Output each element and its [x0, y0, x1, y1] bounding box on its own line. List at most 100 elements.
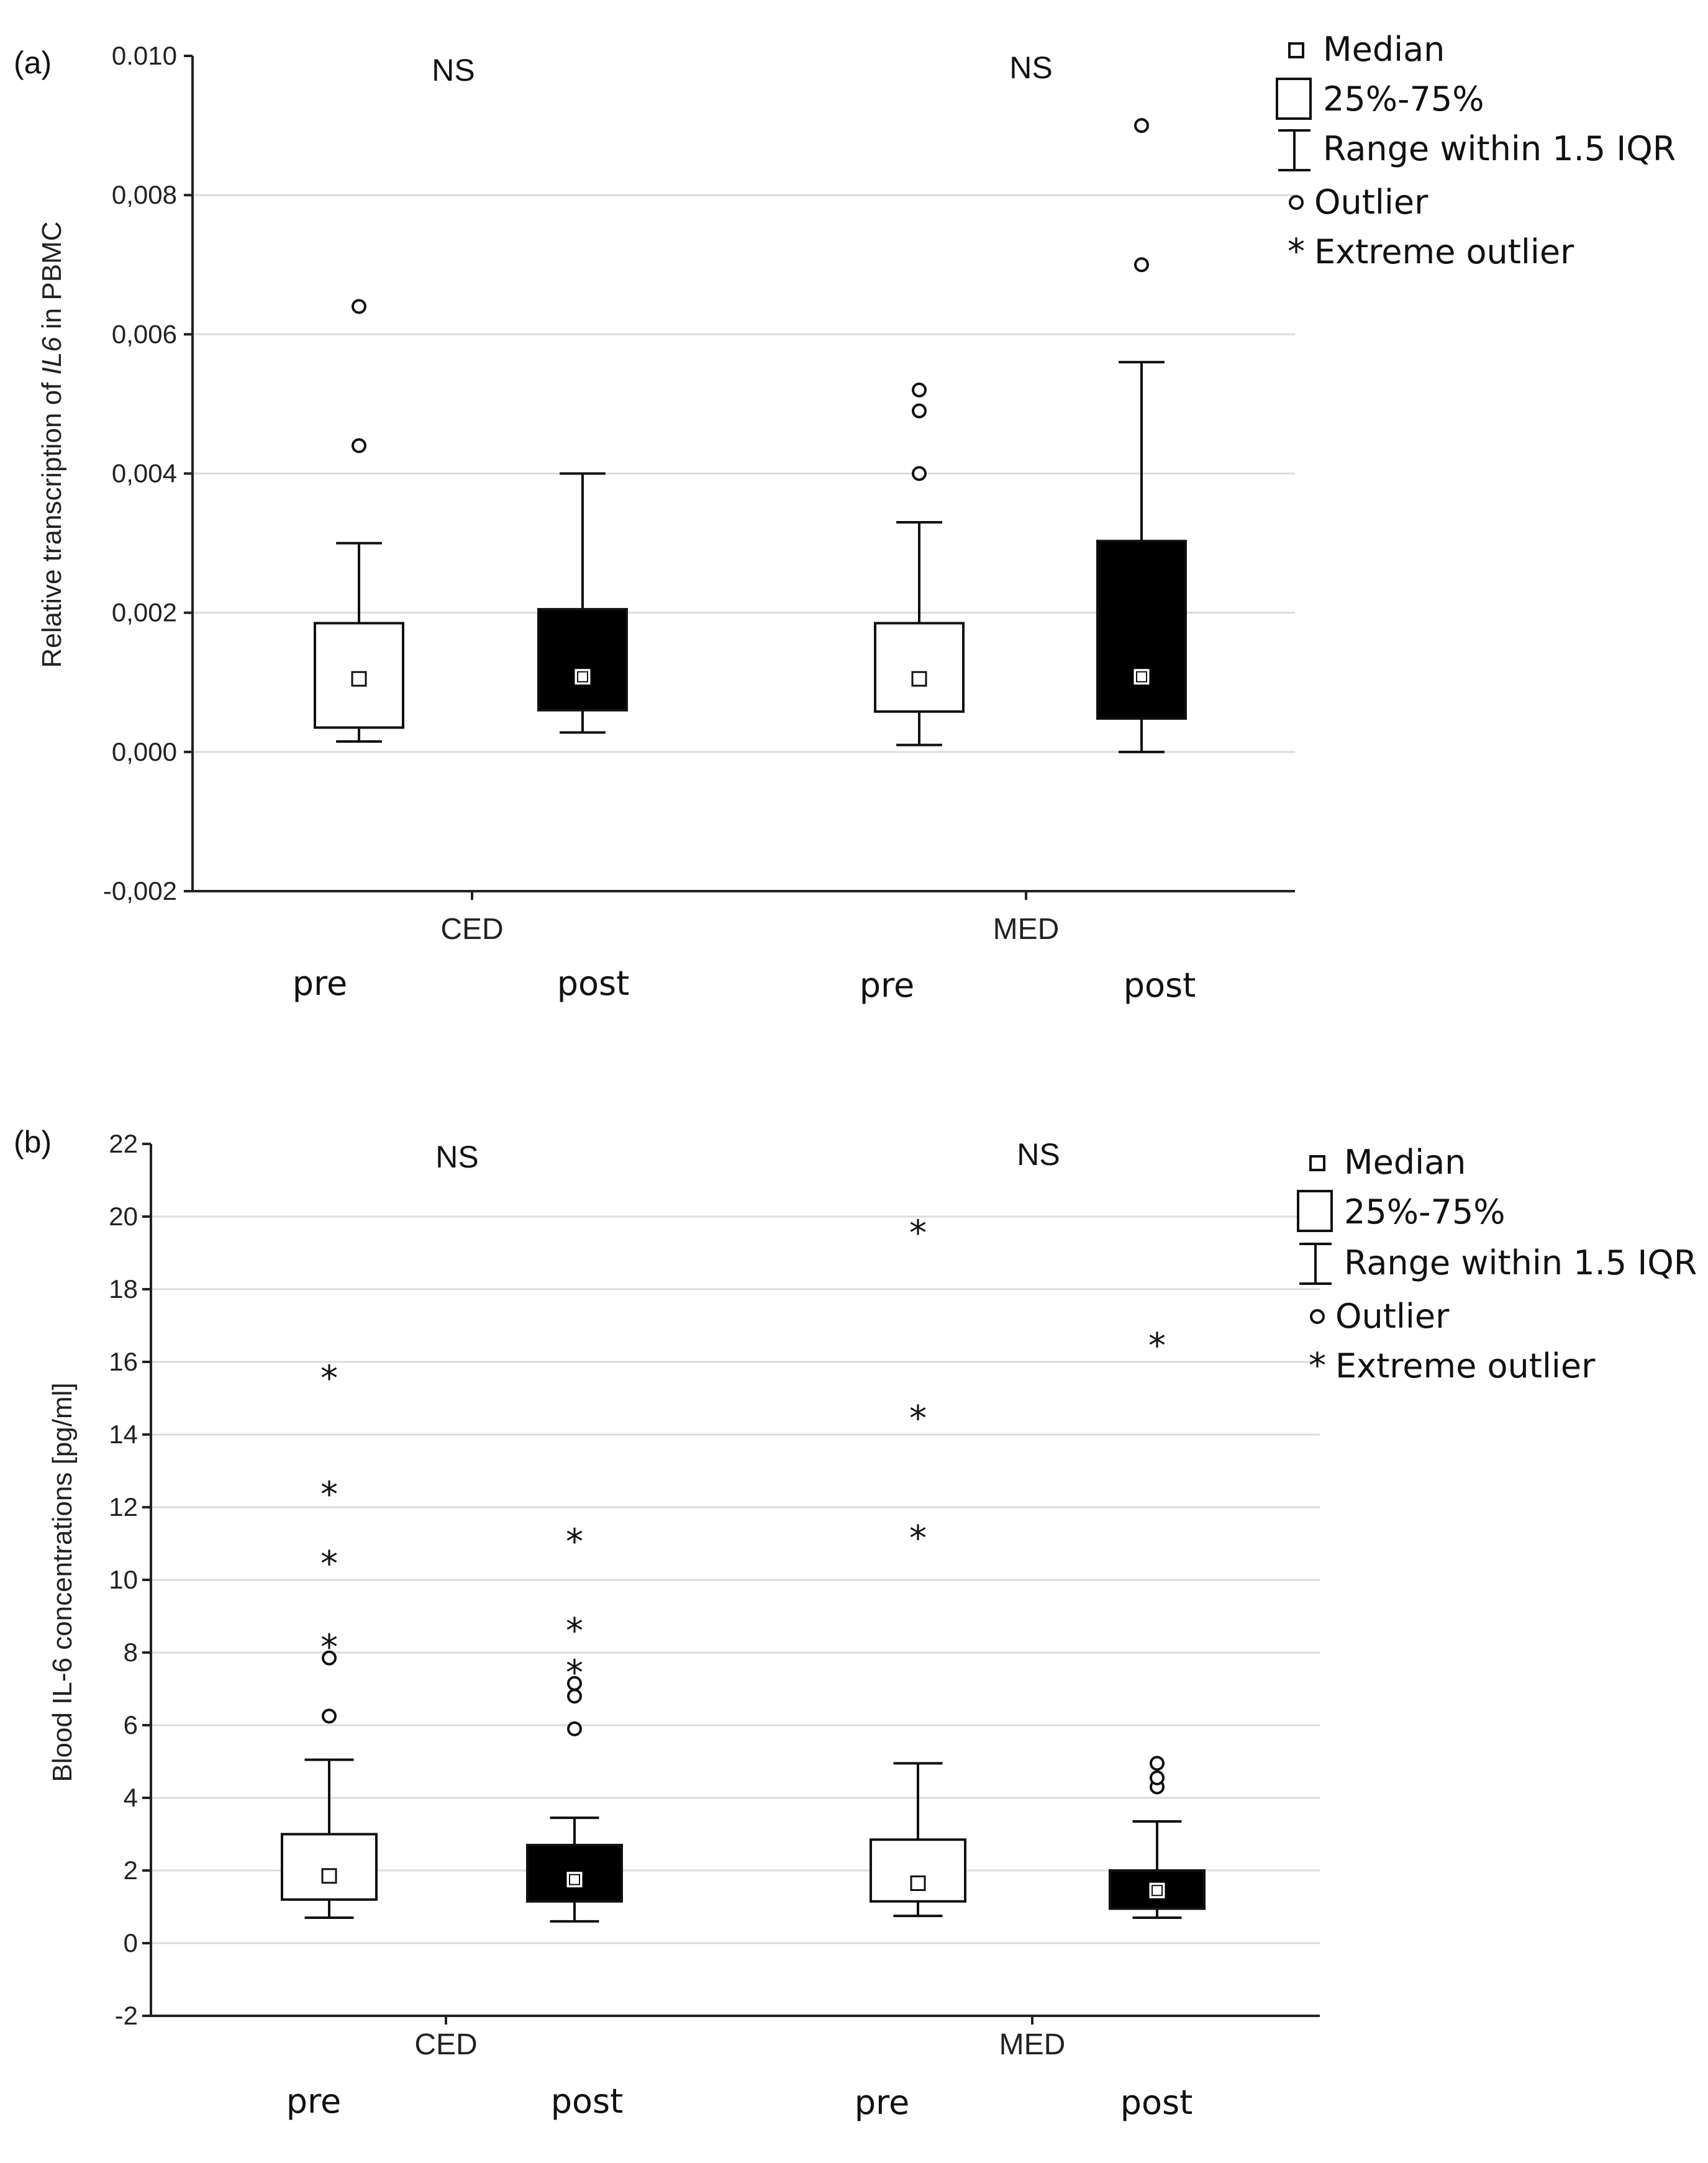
y-tick-label: 8	[124, 1638, 138, 1667]
panel-b-label: (b)	[14, 1125, 52, 1159]
box-med-post: *	[1109, 1326, 1206, 1920]
box-med-pre	[874, 383, 965, 746]
panel-a-boxes	[314, 118, 1187, 753]
median-marker	[321, 1868, 337, 1884]
outlier-point	[912, 383, 927, 397]
median-marker-inner	[1136, 671, 1147, 682]
median-marker	[910, 1875, 926, 1891]
outlier-point	[1150, 1770, 1165, 1785]
legend-median-swatch	[1288, 42, 1304, 58]
legend-box-label: 25%-75%	[1344, 1192, 1506, 1231]
panel-b-label-ced-post: post	[551, 2082, 624, 2121]
panel-b-y-ticks: -2 0 2 4 6 8 10 12 14 16 18 20 22	[109, 1129, 151, 2030]
extreme-outlier-point: *	[909, 1399, 927, 1439]
legend-box-swatch	[1276, 78, 1312, 120]
y-tick-label: 0.010	[112, 41, 177, 70]
legend-box-label: 25%-75%	[1323, 79, 1484, 119]
panel-a-group-med: MED	[993, 913, 1060, 946]
box-med-pre: * * *	[870, 1213, 966, 1918]
panel-b-group-med: MED	[999, 2028, 1066, 2061]
panel-a-y-ticks: -0,002 0,000 0,002 0,004 0,006 0,008 0.010	[103, 41, 193, 905]
outlier-point	[352, 299, 366, 314]
y-tick-label: 20	[109, 1202, 138, 1231]
legend-range-swatch	[1278, 129, 1311, 171]
y-tick-label: 14	[109, 1420, 138, 1449]
panel-b: (b) -2 0 2 4 6 8 10 12 14 16 18 20 22 Blood IL-6 con…	[14, 1125, 1697, 2122]
extreme-outlier-point: *	[320, 1358, 338, 1399]
box-ced-post: ***	[526, 1522, 623, 1923]
y-tick-label: 0,004	[112, 459, 177, 488]
extreme-outlier-point: *	[320, 1475, 338, 1515]
y-tick-label: 4	[124, 1783, 138, 1812]
panel-b-boxes: ******* ****	[281, 1213, 1206, 1923]
panel-a-label-med-post: post	[1124, 966, 1196, 1005]
y-tick-label: 0	[124, 1928, 138, 1957]
extreme-outlier-point: *	[320, 1544, 338, 1584]
y-tick-label: 0,000	[112, 737, 177, 766]
y-tick-label: -0,002	[103, 876, 177, 905]
y-tick-label: 18	[109, 1274, 138, 1304]
panel-b-group-ced: CED	[414, 2028, 477, 2061]
panel-a: (a) -0,002 0,000 0,002 0,004 0,006 0,008 0.010…	[14, 30, 1676, 1005]
panel-a-label-ced-pre: pre	[293, 964, 348, 1003]
legend-extreme-label: Extreme outlier	[1314, 232, 1574, 271]
legend-median-label: Median	[1323, 30, 1445, 69]
outlier-point	[322, 1650, 337, 1666]
iqr-box	[281, 1833, 378, 1901]
legend-median-swatch	[1309, 1155, 1325, 1171]
extreme-outlier-point: *	[566, 1611, 583, 1651]
panel-a-label-med-pre: pre	[860, 966, 915, 1005]
extreme-outlier-point: *	[909, 1518, 927, 1559]
y-tick-label: 0,006	[112, 319, 177, 348]
median-marker-inner	[577, 671, 588, 682]
median-marker-inner	[569, 1874, 580, 1885]
panel-a-label: (a)	[14, 45, 52, 80]
box-med-post	[1096, 118, 1187, 753]
panel-b-gridlines	[151, 1215, 1320, 1944]
panel-a-ns-med: NS	[1009, 50, 1052, 85]
y-tick-label: 12	[109, 1492, 138, 1521]
y-tick-label: 0,008	[112, 180, 177, 209]
extreme-outlier-point: *	[909, 1213, 927, 1253]
extreme-outlier-point: *	[320, 1627, 338, 1667]
legend-outlier-swatch	[1310, 1309, 1325, 1324]
iqr-box	[870, 1838, 966, 1903]
legend-outlier-swatch	[1289, 195, 1304, 210]
legend-range-label: Range within 1.5 IQR	[1323, 129, 1676, 168]
legend-extreme-swatch: *	[1288, 232, 1305, 272]
median-marker	[911, 671, 927, 687]
panel-a-label-ced-post: post	[557, 964, 630, 1003]
panel-a-legend: Median 25%-75% Range within 1.5 IQR Outl…	[1276, 30, 1676, 272]
y-tick-label: 0,002	[112, 598, 177, 627]
outlier-point	[1150, 1756, 1165, 1771]
panel-b-legend: Median 25%-75% Range within 1.5 IQR Outl…	[1297, 1143, 1697, 1386]
y-tick-label: 10	[109, 1565, 138, 1594]
iqr-box	[537, 608, 628, 712]
legend-outlier-label: Outlier	[1335, 1297, 1450, 1336]
panel-b-ns-ced: NS	[435, 1140, 478, 1174]
extreme-outlier-point: *	[1148, 1326, 1166, 1366]
y-tick-label: 2	[124, 1856, 138, 1885]
outlier-point	[912, 403, 927, 419]
legend-outlier-label: Outlier	[1314, 183, 1429, 222]
outlier-point	[352, 438, 366, 453]
median-marker	[351, 671, 367, 687]
panel-a-ns-ced: NS	[432, 53, 475, 88]
legend-extreme-swatch: *	[1309, 1346, 1326, 1386]
panel-b-label-med-post: post	[1120, 2083, 1193, 2122]
y-tick-label: 16	[109, 1347, 138, 1376]
y-tick-label: 6	[124, 1710, 138, 1739]
extreme-outlier-point: *	[566, 1653, 583, 1693]
panel-a-y-axis-label: Relative transcription of IL6 in PBMC	[37, 222, 67, 668]
median-marker-inner	[1152, 1885, 1163, 1897]
outlier-point	[912, 466, 927, 481]
iqr-box	[874, 622, 965, 713]
panel-b-y-axis-label: Blood IL-6 concentrations [pg/ml]	[47, 1382, 78, 1782]
outlier-point	[322, 1708, 337, 1724]
iqr-box	[1096, 540, 1187, 720]
box-ced-pre	[314, 299, 404, 743]
legend-box-swatch	[1297, 1190, 1333, 1232]
legend-range-label: Range within 1.5 IQR	[1344, 1243, 1697, 1282]
legend-median-label: Median	[1344, 1143, 1466, 1182]
